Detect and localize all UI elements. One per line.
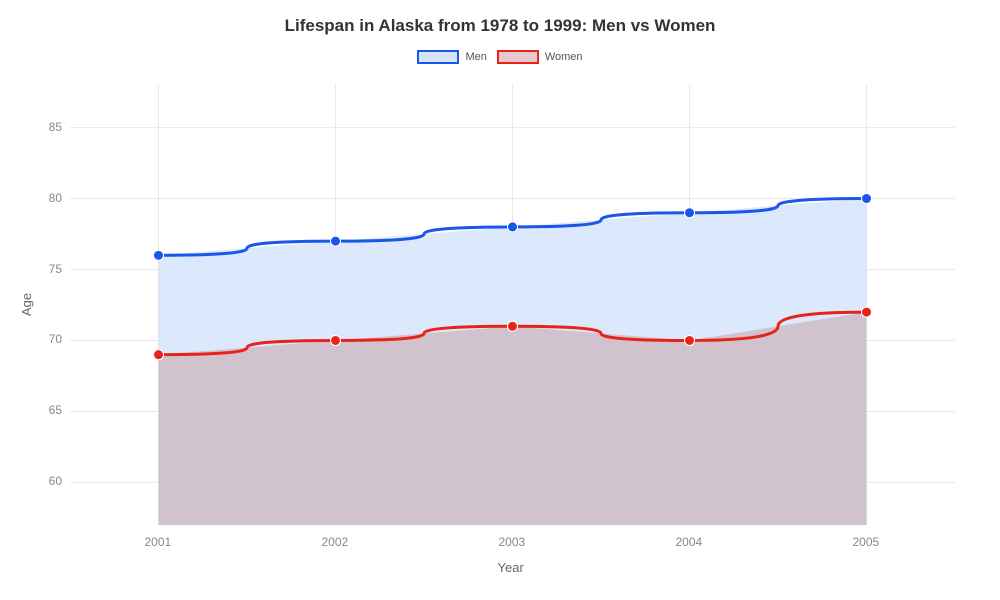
y-tick-label: 85 <box>49 120 62 134</box>
legend-swatch-women <box>497 50 539 64</box>
marker-women[interactable] <box>685 335 695 345</box>
legend-item-women[interactable]: Women <box>497 50 583 64</box>
x-tick-label: 2005 <box>853 535 880 549</box>
marker-men[interactable] <box>862 194 872 204</box>
x-tick-label: 2004 <box>676 535 703 549</box>
marker-women[interactable] <box>508 321 518 331</box>
legend-label-men: Men <box>465 51 486 63</box>
chart-title: Lifespan in Alaska from 1978 to 1999: Me… <box>0 16 1000 36</box>
marker-men[interactable] <box>508 222 518 232</box>
y-tick-label: 65 <box>49 403 62 417</box>
y-axis-label: Age <box>19 293 34 316</box>
marker-men[interactable] <box>154 250 164 260</box>
legend: Men Women <box>0 50 1000 64</box>
chart-container: Lifespan in Alaska from 1978 to 1999: Me… <box>0 0 1000 600</box>
chart-svg <box>70 85 955 525</box>
marker-women[interactable] <box>154 350 164 360</box>
marker-women[interactable] <box>862 307 872 317</box>
marker-women[interactable] <box>331 335 341 345</box>
x-tick-label: 2002 <box>322 535 349 549</box>
y-tick-label: 75 <box>49 262 62 276</box>
x-tick-label: 2003 <box>499 535 526 549</box>
x-tick-label: 2001 <box>145 535 172 549</box>
y-tick-label: 80 <box>49 191 62 205</box>
legend-label-women: Women <box>545 51 583 63</box>
marker-men[interactable] <box>331 236 341 246</box>
y-tick-label: 60 <box>49 474 62 488</box>
legend-swatch-men <box>417 50 459 64</box>
x-axis-label: Year <box>498 560 524 575</box>
marker-men[interactable] <box>685 208 695 218</box>
plot-area <box>70 85 955 525</box>
y-tick-label: 70 <box>49 332 62 346</box>
legend-item-men[interactable]: Men <box>417 50 486 64</box>
